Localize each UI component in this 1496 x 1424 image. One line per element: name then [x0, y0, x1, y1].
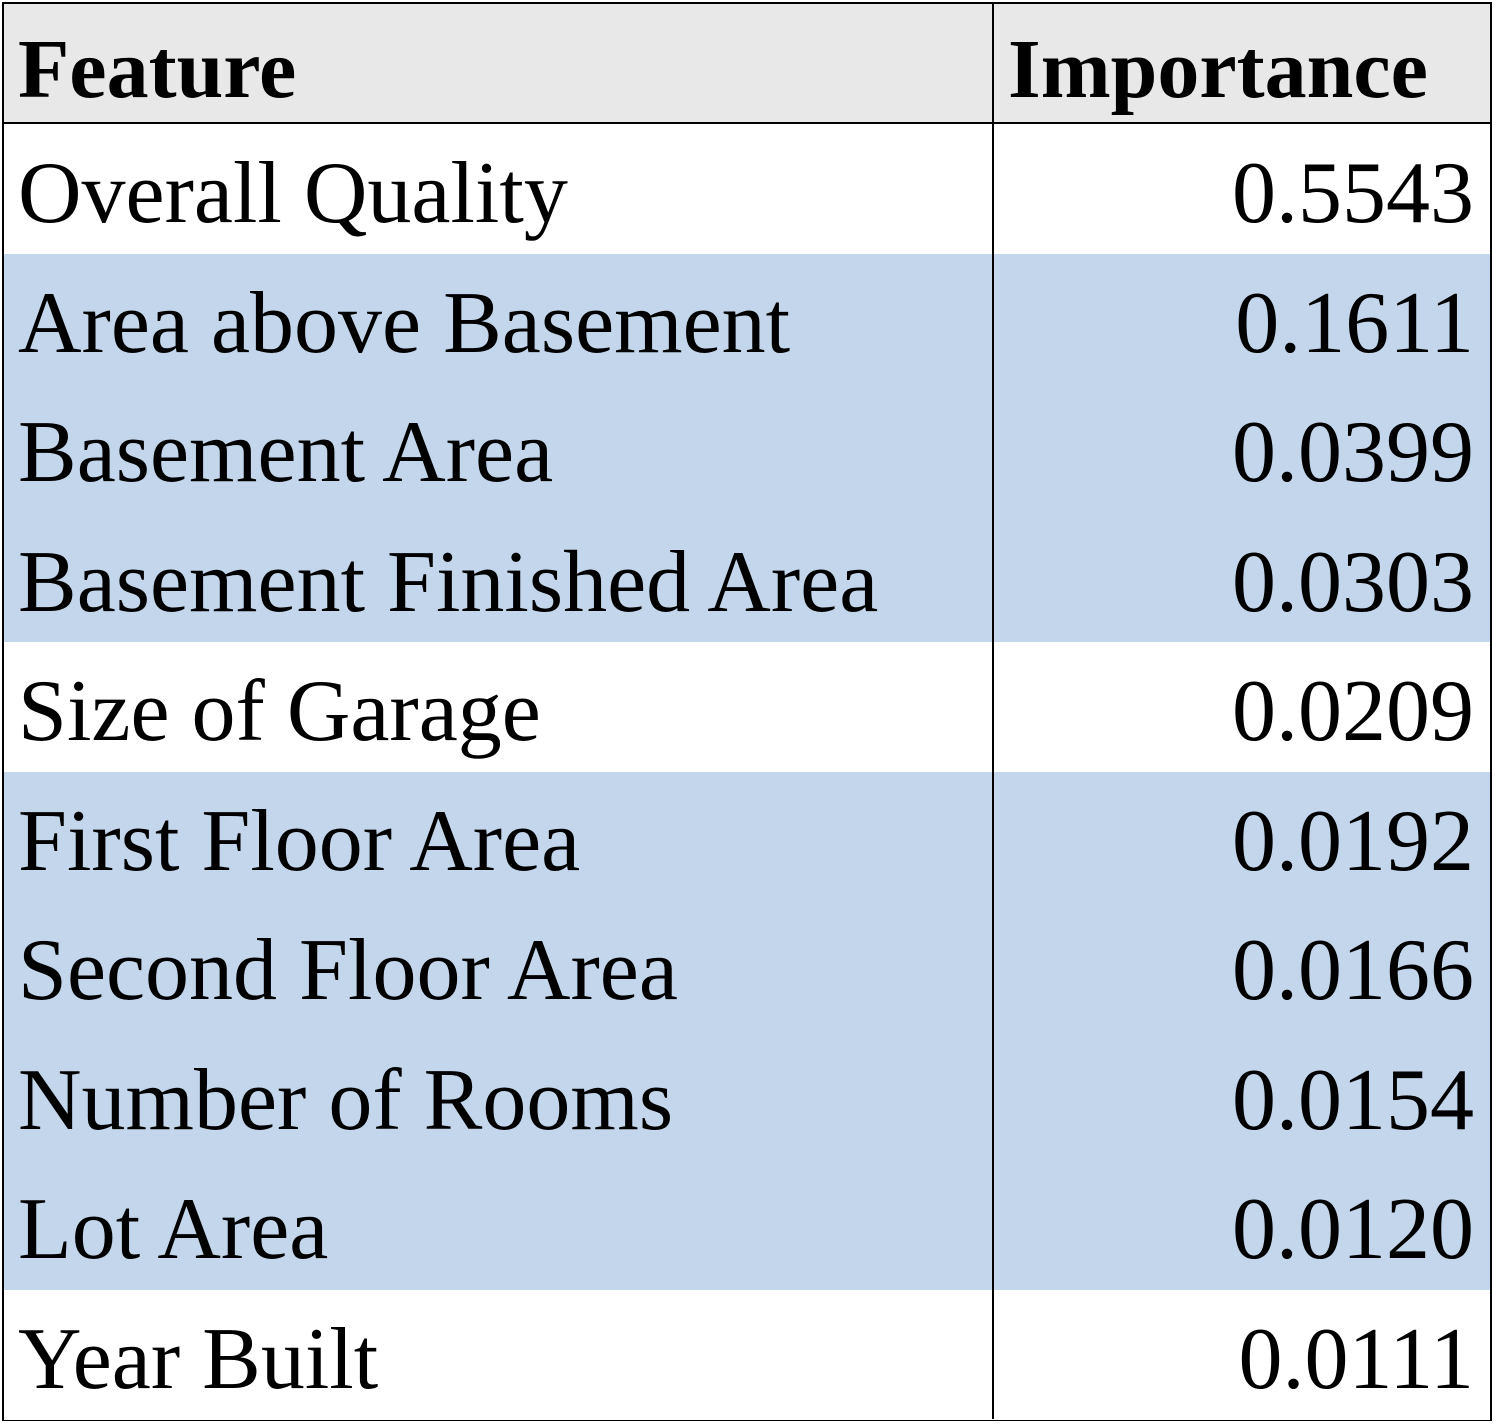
cell-importance: 0.0166: [1232, 922, 1474, 1019]
cell-feature: Second Floor Area: [18, 922, 678, 1019]
cell-feature: Year Built: [18, 1310, 379, 1408]
cell-feature: Area above Basement: [18, 274, 791, 372]
cell-feature: Basement Finished Area: [18, 533, 879, 631]
table-row: Second Floor Area 0.0166: [4, 901, 1490, 1031]
table-row: Overall Quality 0.5543: [4, 124, 1490, 254]
cell-importance: 0.0209: [1232, 663, 1474, 760]
cell-importance: 0.0399: [1232, 404, 1474, 501]
header-importance: Importance: [1008, 23, 1428, 116]
table-row: First Floor Area 0.0192: [4, 771, 1490, 902]
column-divider: [992, 4, 994, 1419]
cell-feature: Size of Garage: [18, 663, 541, 760]
table-row: Number of Rooms 0.0154: [4, 1030, 1490, 1161]
table-row: Size of Garage 0.0209: [4, 642, 1490, 772]
cell-importance: 0.0111: [1238, 1310, 1474, 1408]
cell-importance: 0.1611: [1235, 274, 1474, 372]
cell-feature: Basement Area: [18, 404, 554, 501]
table-header-row: Feature Importance: [4, 4, 1490, 124]
cell-feature: Number of Rooms: [18, 1051, 674, 1149]
cell-importance: 0.0120: [1232, 1181, 1474, 1278]
cell-feature: First Floor Area: [18, 792, 581, 890]
header-feature: Feature: [18, 23, 297, 116]
table-row: Lot Area 0.0120: [4, 1160, 1490, 1290]
cell-importance: 0.0154: [1232, 1051, 1474, 1149]
table-row: Basement Finished Area 0.0303: [4, 512, 1490, 643]
cell-importance: 0.5543: [1232, 145, 1474, 242]
table-row: Year Built 0.0111: [4, 1289, 1490, 1420]
table-row: Area above Basement 0.1611: [4, 253, 1490, 384]
cell-feature: Lot Area: [18, 1181, 329, 1278]
cell-importance: 0.0303: [1232, 533, 1474, 631]
table-row: Basement Area 0.0399: [4, 383, 1490, 513]
cell-importance: 0.0192: [1232, 792, 1474, 890]
cell-feature: Overall Quality: [18, 145, 568, 242]
